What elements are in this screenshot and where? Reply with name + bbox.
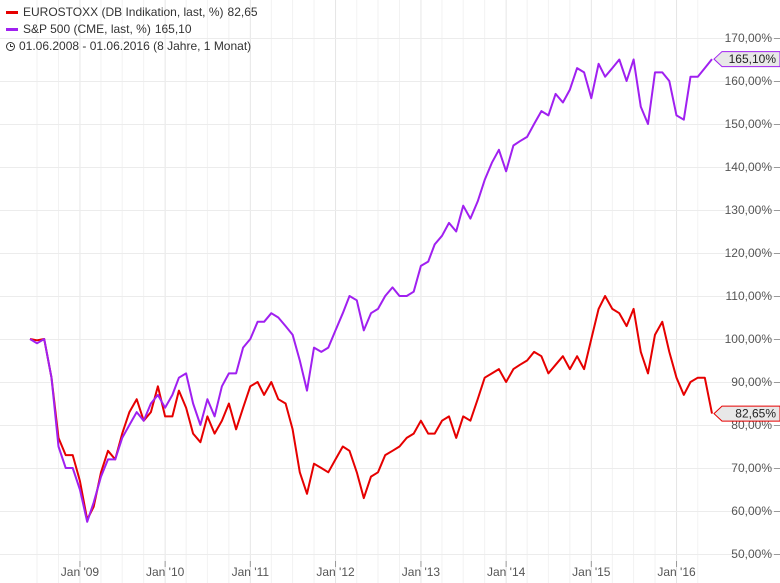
- series-end-tag-label: 82,65%: [735, 407, 776, 421]
- x-tick-label: Jan '12: [316, 565, 355, 579]
- period-label: 01.06.2008 - 01.06.2016 (8 Jahre, 1 Mona…: [19, 39, 252, 53]
- legend-item-sp500[interactable]: S&P 500 (CME, last, %) 165,10: [6, 21, 258, 38]
- y-tick-label: 170,00%: [725, 31, 773, 45]
- legend-label-sp500: S&P 500 (CME, last, %): [23, 22, 151, 36]
- series-end-tag-1: 165,10%: [713, 51, 780, 68]
- y-tick-label: 160,00%: [725, 74, 773, 88]
- series-end-labels: 82,65% 165,10%: [713, 51, 780, 422]
- series-end-tag-label: 165,10%: [729, 52, 777, 66]
- y-tick-label: 100,00%: [725, 332, 773, 346]
- legend-swatch-eurostoxx: [6, 11, 18, 14]
- chart-legend: EUROSTOXX (DB Indikation, last, %) 82,65…: [6, 4, 258, 55]
- y-tick-label: 70,00%: [731, 461, 772, 475]
- y-tick-label: 140,00%: [725, 160, 773, 174]
- legend-period: 01.06.2008 - 01.06.2016 (8 Jahre, 1 Mona…: [6, 38, 258, 55]
- x-tick-label: Jan '09: [61, 565, 100, 579]
- y-tick-label: 120,00%: [725, 246, 773, 260]
- y-tick-label: 150,00%: [725, 117, 773, 131]
- legend-value-sp500: 165,10: [154, 22, 192, 36]
- series-line-0[interactable]: [29, 295, 713, 521]
- x-tick-label: Jan '14: [487, 565, 526, 579]
- legend-swatch-sp500: [6, 28, 18, 31]
- y-tick-label: 110,00%: [726, 289, 773, 303]
- series-line-1[interactable]: [29, 58, 713, 523]
- y-tick-label: 130,00%: [725, 203, 773, 217]
- legend-value-eurostoxx: 82,65: [227, 5, 258, 19]
- y-tick-label: 50,00%: [731, 547, 772, 561]
- legend-label-eurostoxx: EUROSTOXX (DB Indikation, last, %): [23, 5, 224, 19]
- x-tick-label: Jan '10: [146, 565, 185, 579]
- x-tick-label: Jan '16: [657, 565, 696, 579]
- y-axis: 50,00%60,00%70,00%80,00%90,00%100,00%110…: [725, 31, 780, 561]
- clock-icon: [6, 42, 15, 51]
- series-end-tag-shape: [713, 405, 780, 422]
- series-end-tag-shape: [713, 51, 780, 68]
- x-tick-label: Jan '11: [232, 565, 270, 579]
- y-tick-label: 90,00%: [731, 375, 772, 389]
- x-tick-label: Jan '13: [402, 565, 441, 579]
- x-tick-label: Jan '15: [572, 565, 611, 579]
- legend-item-eurostoxx[interactable]: EUROSTOXX (DB Indikation, last, %) 82,65: [6, 4, 258, 21]
- y-tick-label: 60,00%: [731, 504, 772, 518]
- series-end-tag-0: 82,65%: [713, 405, 780, 422]
- series-lines: [29, 58, 713, 523]
- x-axis: Jan '09 Jan '10 Jan '11 Jan '12 Jan '13 Jan '…: [61, 561, 696, 579]
